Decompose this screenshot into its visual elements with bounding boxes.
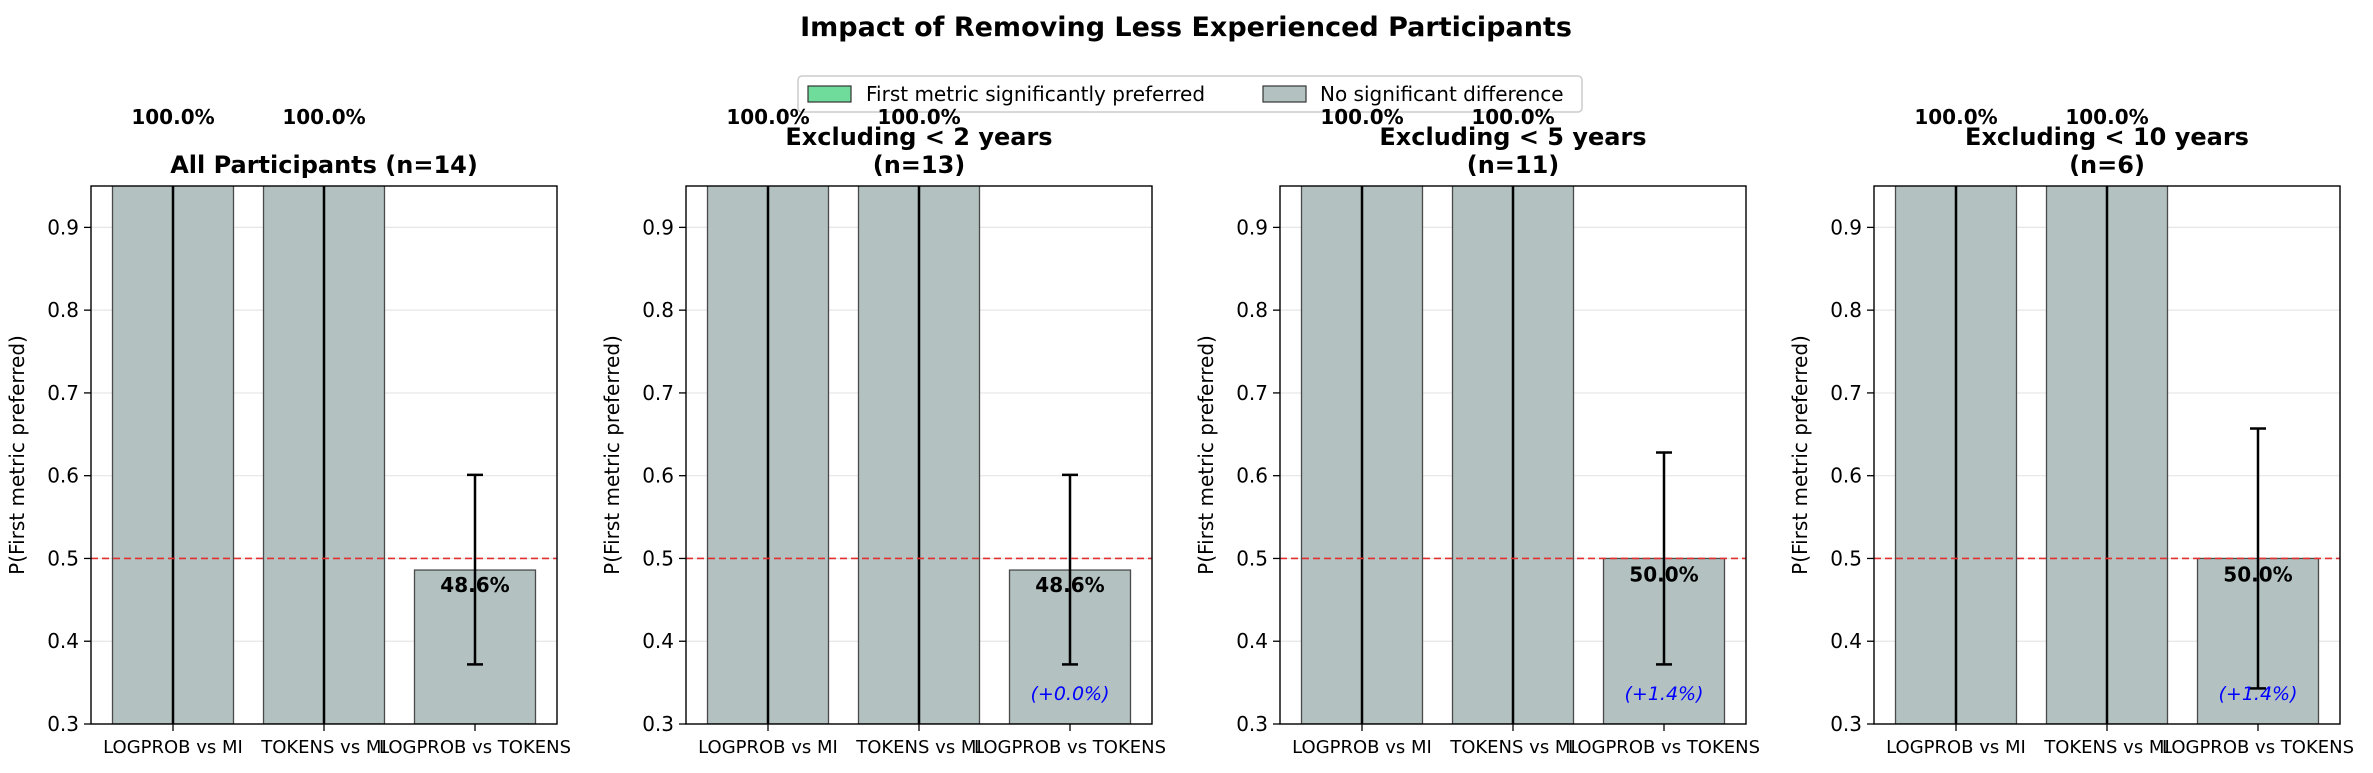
y-tick-label: 0.6: [47, 464, 79, 488]
y-tick-label: 0.3: [642, 712, 674, 736]
y-axis-label: P(First metric preferred): [1788, 335, 1812, 575]
value-label: 100.0%: [282, 105, 365, 129]
y-tick-label: 0.5: [47, 546, 79, 570]
y-tick-label: 0.9: [47, 215, 79, 239]
legend-swatch-no-difference: [1262, 85, 1307, 103]
value-label: 50.0%: [2223, 562, 2292, 586]
y-tick-label: 0.3: [1830, 712, 1862, 736]
y-axis-label: P(First metric preferred): [1194, 335, 1218, 575]
delta-label: (+1.4%): [2218, 683, 2297, 705]
panel-title: Excluding < 10 years: [1965, 123, 2249, 151]
y-tick-label: 0.8: [47, 298, 79, 322]
panel-title: (n=13): [873, 151, 966, 179]
plot-area: [686, 186, 1152, 724]
x-tick-label: TOKENS vs MI: [260, 737, 387, 758]
delta-label: (+1.4%): [1624, 683, 1703, 705]
value-label: 100.0%: [2065, 105, 2148, 129]
y-tick-label: 0.4: [642, 629, 674, 653]
legend-frame: [797, 75, 1583, 113]
panel-title: Excluding < 2 years: [785, 123, 1052, 151]
y-tick-label: 0.7: [642, 381, 674, 405]
value-label: 100.0%: [726, 105, 809, 129]
y-tick-label: 0.6: [642, 464, 674, 488]
y-tick-label: 0.4: [1236, 629, 1268, 653]
legend: First metric significantly preferred No …: [797, 75, 1583, 113]
y-tick-label: 0.9: [1830, 215, 1862, 239]
y-tick-label: 0.3: [1236, 712, 1268, 736]
y-tick-label: 0.7: [47, 381, 79, 405]
value-label: 100.0%: [1320, 105, 1403, 129]
value-label: 100.0%: [1471, 105, 1554, 129]
y-tick-label: 0.8: [1830, 298, 1862, 322]
y-axis-label: P(First metric preferred): [5, 335, 29, 575]
x-tick-label: LOGPROB vs MI: [103, 737, 243, 758]
chart-panel-3: 0.3 0.4 0.5 0.6 0.7 0.8 0.9 LOGPROB vs MI TOKENS…: [1194, 105, 1760, 758]
y-tick-label: 0.6: [1830, 464, 1862, 488]
y-tick-label: 0.5: [1830, 546, 1862, 570]
x-tick-label: TOKENS vs MI: [1449, 737, 1576, 758]
x-tick-label: LOGPROB vs MI: [1292, 737, 1432, 758]
plot-area: [1874, 186, 2340, 724]
x-tick-label: LOGPROB vs TOKENS: [379, 737, 571, 758]
panel-title: Excluding < 5 years: [1379, 123, 1646, 151]
chart-panel-1: 0.3 0.4 0.5 0.6 0.7 0.8 0.9 LOGPROB vs MI TOKENS…: [5, 105, 571, 758]
y-tick-label: 0.9: [1236, 215, 1268, 239]
panel-title: All Participants (n=14): [170, 151, 478, 179]
x-tick-label: LOGPROB vs MI: [1886, 737, 2026, 758]
y-axis-label: P(First metric preferred): [600, 335, 624, 575]
value-label: 100.0%: [1914, 105, 1997, 129]
y-tick-label: 0.5: [1236, 546, 1268, 570]
value-label: 50.0%: [1629, 562, 1698, 586]
x-tick-label: LOGPROB vs TOKENS: [974, 737, 1166, 758]
legend-label-no-difference: No significant difference: [1320, 82, 1564, 106]
y-tick-label: 0.4: [47, 629, 79, 653]
y-tick-label: 0.5: [642, 546, 674, 570]
y-tick-label: 0.7: [1830, 381, 1862, 405]
legend-swatch-significant: [807, 85, 852, 103]
value-label: 48.6%: [1035, 573, 1104, 597]
x-tick-label: LOGPROB vs MI: [698, 737, 838, 758]
chart-panel-2: 0.3 0.4 0.5 0.6 0.7 0.8 0.9 LOGPROB vs MI TOKENS…: [600, 105, 1166, 758]
x-tick-label: TOKENS vs MI: [855, 737, 982, 758]
chart-panel-4: 0.3 0.4 0.5 0.6 0.7 0.8 0.9 LOGPROB vs MI TOKENS…: [1788, 105, 2354, 758]
y-tick-label: 0.7: [1236, 381, 1268, 405]
legend-label-significant: First metric significantly preferred: [866, 82, 1205, 106]
y-tick-label: 0.8: [1236, 298, 1268, 322]
value-label: 100.0%: [877, 105, 960, 129]
panel-title: (n=6): [2069, 151, 2145, 179]
y-tick-label: 0.4: [1830, 629, 1862, 653]
y-tick-label: 0.8: [642, 298, 674, 322]
y-tick-label: 0.3: [47, 712, 79, 736]
plot-area: [91, 186, 557, 724]
value-label: 48.6%: [440, 573, 509, 597]
x-tick-label: TOKENS vs MI: [2043, 737, 2170, 758]
plot-area: [1280, 186, 1746, 724]
y-tick-label: 0.6: [1236, 464, 1268, 488]
x-tick-label: LOGPROB vs TOKENS: [2162, 737, 2354, 758]
value-label: 100.0%: [131, 105, 214, 129]
delta-label: (+0.0%): [1030, 683, 1109, 705]
x-tick-label: LOGPROB vs TOKENS: [1568, 737, 1760, 758]
figure-title: Impact of Removing Less Experienced Part…: [800, 12, 1572, 43]
y-tick-label: 0.9: [642, 215, 674, 239]
panel-title: (n=11): [1467, 151, 1560, 179]
